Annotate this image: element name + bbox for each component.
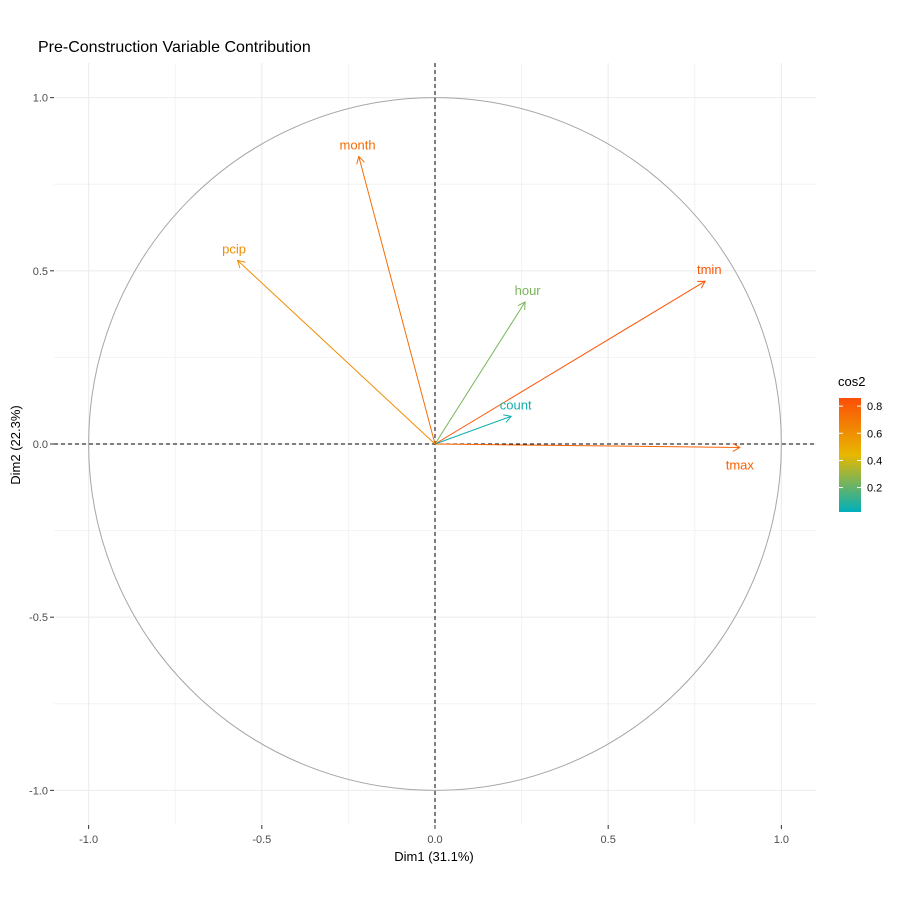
arrow-tmin: tmin xyxy=(434,262,722,445)
legend-ticks: 0.2 0.4 0.6 0.8 xyxy=(839,401,882,495)
arrow-label-count: count xyxy=(500,397,532,412)
variable-arrows: month pcip hour tmin count tmax xyxy=(222,138,754,473)
arrow-shaft-tmax xyxy=(434,443,740,448)
x-tick-label: 0.5 xyxy=(601,834,616,846)
x-axis-ticks: -1.0 -0.5 0.0 0.5 1.0 xyxy=(79,825,789,846)
arrow-label-pcip: pcip xyxy=(222,241,246,256)
chart-title: Pre-Construction Variable Contribution xyxy=(38,39,311,56)
arrow-head-tmin xyxy=(697,280,707,289)
arrow-count: count xyxy=(434,397,532,445)
legend-colorbar xyxy=(839,398,861,512)
legend-tick-label: 0.2 xyxy=(867,483,882,495)
arrow-label-tmax: tmax xyxy=(726,457,755,472)
unit-circle xyxy=(88,97,782,791)
arrow-label-hour: hour xyxy=(515,283,542,298)
arrow-tmax: tmax xyxy=(434,442,755,472)
arrow-month: month xyxy=(339,138,436,445)
arrow-head-count xyxy=(503,414,513,423)
arrow-label-tmin: tmin xyxy=(697,262,722,277)
y-tick-label: 0.5 xyxy=(33,266,48,278)
y-tick-label: 0.0 xyxy=(33,439,48,451)
y-tick-label: -1.0 xyxy=(29,785,48,797)
arrow-head-pcip xyxy=(236,259,246,269)
legend-title: cos2 xyxy=(838,374,865,389)
arrow-hour: hour xyxy=(434,283,542,445)
arrow-head-month xyxy=(356,155,365,165)
legend-tick-label: 0.4 xyxy=(867,455,882,467)
arrow-shaft-count xyxy=(434,415,512,445)
arrow-pcip: pcip xyxy=(222,241,436,445)
arrow-shaft-hour xyxy=(434,301,526,445)
arrow-shaft-pcip xyxy=(237,260,436,445)
arrow-head-hour xyxy=(517,301,526,311)
y-tick-label: 1.0 xyxy=(33,93,48,105)
x-axis-title: Dim1 (31.1%) xyxy=(394,849,473,864)
arrow-shaft-month xyxy=(358,156,436,445)
x-tick-label: 1.0 xyxy=(774,834,789,846)
y-tick-label: -0.5 xyxy=(29,612,48,624)
y-axis-ticks: -1.0 -0.5 0.0 0.5 1.0 xyxy=(29,93,54,797)
arrow-label-month: month xyxy=(339,138,375,153)
arrow-shaft-tmin xyxy=(434,280,706,445)
y-axis-title: Dim2 (22.3%) xyxy=(8,405,23,484)
arrow-head-tmax xyxy=(732,442,741,452)
legend-tick-label: 0.8 xyxy=(867,401,882,413)
legend-tick-label: 0.6 xyxy=(867,428,882,440)
x-tick-label: -0.5 xyxy=(252,834,271,846)
cos2-legend: cos2 0.2 0.4 0.6 0.8 xyxy=(838,374,882,512)
x-tick-label: -1.0 xyxy=(79,834,98,846)
x-tick-label: 0.0 xyxy=(427,834,442,846)
